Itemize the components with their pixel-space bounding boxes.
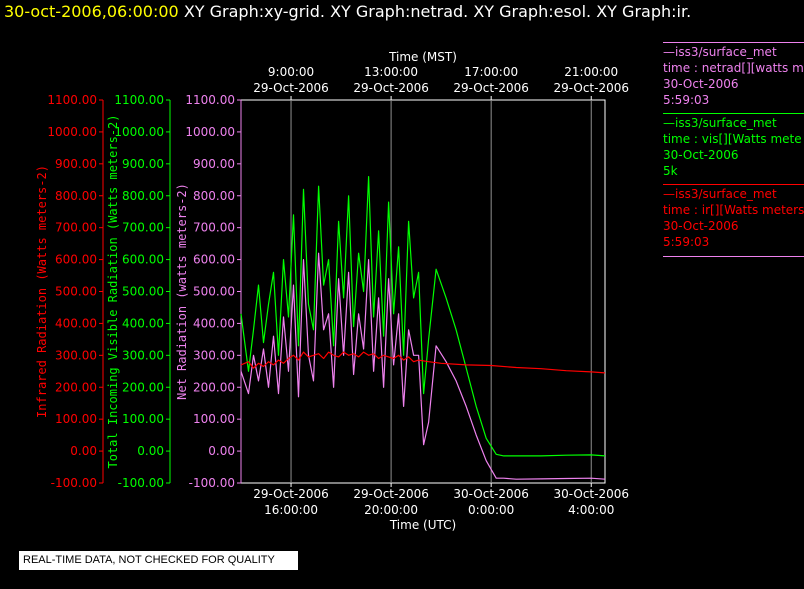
y-tick-label-netrad: 100.00 [193,412,235,426]
header-title: 30-oct-2006,06:00:00 XY Graph:xy-grid. X… [4,2,691,21]
y-tick-label-vis: 600.00 [122,253,164,267]
x-tick-label-bottom-date: 30-Oct-2006 [553,487,629,501]
x-tick-label-top-date: 29-Oct-2006 [553,81,629,95]
y-tick-label-ir: 300.00 [55,348,97,362]
legend-vis-time: 5k [663,164,678,178]
y-tick-label-vis: 100.00 [122,412,164,426]
y-tick-label-ir: 1100.00 [47,93,97,107]
y-axis-label-group-ir: Infrared Radiation (Watts meters-2) [35,165,49,418]
legend-ir: —iss3/surface_met time : ir[][Watts mete… [663,186,804,250]
legend-ir-variable: time : ir[][Watts meters [663,203,804,217]
x-axis-label-bottom: Time (UTC) [389,518,456,532]
x-tick-label-bottom-date: 30-Oct-2006 [453,487,529,501]
x-tick-label-top-time: 21:00:00 [564,65,618,79]
x-tick-label-bottom-time: 0:00:00 [468,503,514,517]
quality-warning: REAL-TIME DATA, NOT CHECKED FOR QUALITY [19,551,298,570]
x-axis-label-top: Time (MST) [388,50,457,64]
y-tick-label-ir: 1000.00 [47,125,97,139]
y-tick-label-vis: 800.00 [122,189,164,203]
y-tick-label-netrad: 200.00 [193,380,235,394]
y-tick-label-vis: 1100.00 [114,93,164,107]
y-tick-label-netrad: 1100.00 [185,93,235,107]
y-tick-label-netrad: 0.00 [208,444,235,458]
x-tick-label-top-time: 9:00:00 [268,65,314,79]
header-title-xy-grid: XY Graph:xy-grid. [183,2,325,21]
x-tick-label-bottom-time: 4:00:00 [568,503,614,517]
y-tick-label-ir: 800.00 [55,189,97,203]
y-tick-label-netrad: -100.00 [189,476,235,490]
y-tick-label-ir: 200.00 [55,380,97,394]
y-axis-label-group-netrad: Net Radiation (watts meters-2) [175,183,189,400]
legend-divider [663,42,804,43]
y-tick-label-ir: 400.00 [55,316,97,330]
y-tick-label-vis: 300.00 [122,348,164,362]
y-tick-label-vis: 900.00 [122,157,164,171]
y-tick-label-vis: 200.00 [122,380,164,394]
series-line-vis [240,176,606,457]
legend-ir-source: —iss3/surface_met [663,187,777,201]
x-tick-label-top-time: 17:00:00 [464,65,518,79]
legend-divider [663,256,804,257]
legend-divider [663,113,804,114]
y-tick-label-ir: 0.00 [70,444,97,458]
header-timestamp: 30-oct-2006,06:00:00 [4,2,179,21]
y-tick-label-ir: 600.00 [55,253,97,267]
y-axis-label-ir: Infrared Radiation (Watts meters-2) [35,165,49,418]
header-title-ir: XY Graph:ir. [596,2,692,21]
header-title-netrad: XY Graph:netrad. [330,2,469,21]
legend-netrad-source: —iss3/surface_met [663,45,777,59]
legend-ir-date: 30-Oct-2006 [663,219,739,233]
y-tick-label-ir: 100.00 [55,412,97,426]
legend-ir-time: 5:59:03 [663,235,710,249]
y-axis-label-vis: Total Incoming Visible Radiation (Watts … [106,114,120,468]
header-title-esol: XY Graph:esol. [473,2,592,21]
series-line-ir [240,351,606,374]
x-tick-label-bottom-time: 16:00:00 [264,503,318,517]
y-tick-label-vis: 700.00 [122,221,164,235]
legend-netrad-date: 30-Oct-2006 [663,77,739,91]
y-tick-label-netrad: 1000.00 [185,125,235,139]
legend-divider [663,184,804,185]
x-tick-label-bottom-date: 29-Oct-2006 [253,487,329,501]
x-tick-label-top-date: 29-Oct-2006 [353,81,429,95]
y-tick-label-netrad: 900.00 [193,157,235,171]
legend-vis-source: —iss3/surface_met [663,116,777,130]
y-tick-label-ir: -100.00 [51,476,97,490]
y-axis-label-netrad: Net Radiation (watts meters-2) [175,183,189,400]
x-tick-label-top-time: 13:00:00 [364,65,418,79]
y-tick-label-ir: 500.00 [55,285,97,299]
y-tick-label-vis: 0.00 [137,444,164,458]
y-tick-label-ir: 900.00 [55,157,97,171]
x-tick-label-top-date: 29-Oct-2006 [253,81,329,95]
legend-netrad: —iss3/surface_met time : netrad[][watts … [663,44,804,108]
y-tick-label-netrad: 700.00 [193,221,235,235]
y-tick-label-netrad: 400.00 [193,316,235,330]
y-tick-label-vis: 500.00 [122,285,164,299]
y-tick-label-vis: 400.00 [122,316,164,330]
legend-vis-date: 30-Oct-2006 [663,148,739,162]
series-line-netrad [240,252,606,480]
y-tick-label-netrad: 600.00 [193,253,235,267]
y-tick-label-ir: 700.00 [55,221,97,235]
x-tick-label-bottom-date: 29-Oct-2006 [353,487,429,501]
y-tick-label-netrad: 800.00 [193,189,235,203]
y-tick-label-netrad: 500.00 [193,285,235,299]
y-tick-label-vis: -100.00 [118,476,164,490]
y-tick-label-vis: 1000.00 [114,125,164,139]
y-axis-label-group-vis: Total Incoming Visible Radiation (Watts … [106,114,120,468]
x-tick-label-bottom-time: 20:00:00 [364,503,418,517]
legend-netrad-variable: time : netrad[][watts me [663,61,804,75]
x-tick-label-top-date: 29-Oct-2006 [453,81,529,95]
y-tick-label-netrad: 300.00 [193,348,235,362]
legend-vis: —iss3/surface_met time : vis[][Watts met… [663,115,804,179]
legend-vis-variable: time : vis[][Watts mete [663,132,802,146]
legend-netrad-time: 5:59:03 [663,93,710,107]
